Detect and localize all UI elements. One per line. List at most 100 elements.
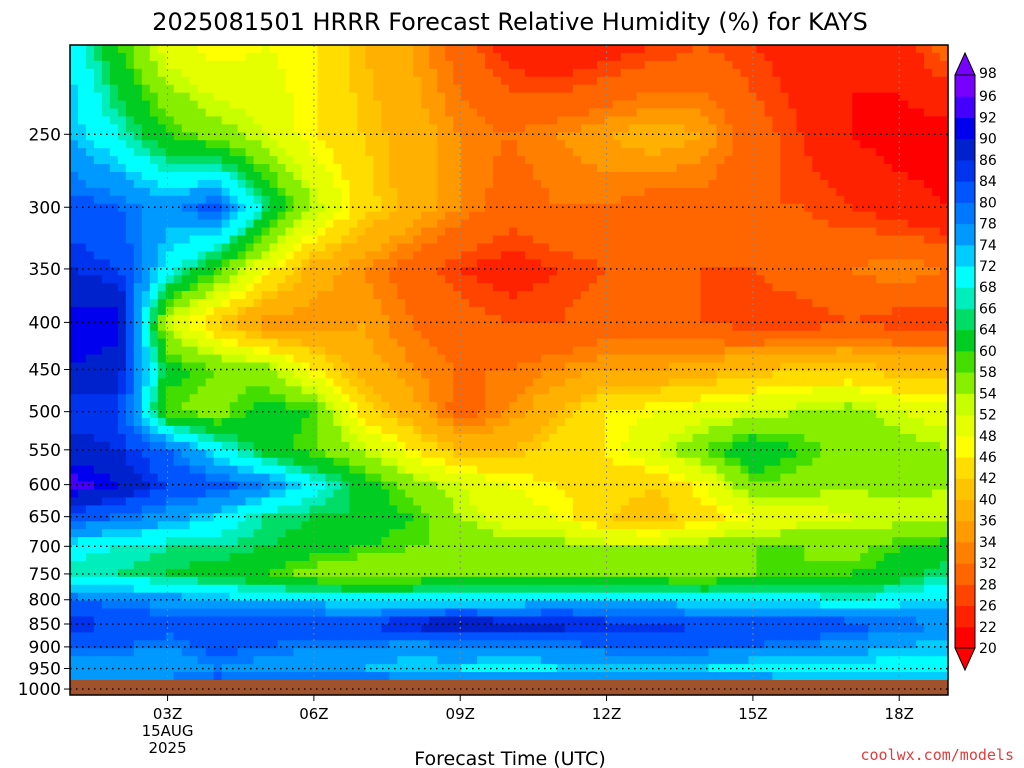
rh-cell: [924, 362, 933, 372]
rh-cell: [149, 124, 159, 133]
rh-cell: [932, 116, 941, 125]
rh-cell: [780, 140, 789, 149]
rh-cell: [900, 227, 909, 237]
rh-cell: [780, 211, 789, 221]
rh-cell: [588, 140, 598, 149]
rh-cell: [101, 52, 111, 62]
rh-cell: [493, 394, 502, 403]
rh-cell: [341, 211, 350, 221]
rh-cell: [357, 370, 366, 379]
rh-cell: [461, 124, 470, 133]
rh-cell: [772, 227, 781, 237]
rh-cell: [70, 227, 79, 237]
rh-cell: [908, 52, 917, 62]
rh-cell: [932, 267, 941, 276]
rh-cell: [293, 322, 303, 332]
rh-cell: [804, 211, 813, 221]
rh-cell: [932, 76, 941, 86]
rh-cell: [572, 76, 582, 86]
rh-cell: [333, 45, 342, 54]
rh-cell: [77, 243, 87, 252]
rh-cell: [828, 195, 837, 205]
rh-cell: [77, 140, 87, 149]
rh-cell: [924, 394, 933, 403]
rh-cell: [125, 322, 135, 332]
rh-cell: [740, 267, 750, 276]
rh-cell: [876, 84, 885, 94]
rh-cell: [836, 211, 845, 221]
rh-cell: [293, 394, 303, 403]
rh-cell: [333, 283, 342, 292]
rh-cell: [604, 275, 614, 284]
rh-cell: [317, 259, 327, 268]
rh-cell: [325, 68, 334, 78]
rh-cell: [804, 164, 813, 173]
rh-cell: [652, 195, 662, 205]
rh-cell: [844, 235, 853, 245]
rh-cell: [141, 52, 151, 62]
rh-cell: [524, 219, 534, 229]
rh-cell: [740, 60, 750, 70]
rh-cell: [245, 92, 255, 102]
rh-cell: [437, 227, 446, 237]
rh-cell: [612, 60, 622, 70]
rh-cell: [101, 402, 111, 411]
rh-cell: [429, 203, 438, 213]
rh-cell: [165, 172, 175, 181]
rh-cell: [437, 291, 446, 300]
rh-cell: [501, 124, 510, 133]
rh-cell: [644, 330, 654, 340]
rh-cell: [109, 394, 119, 403]
rh-cell: [700, 140, 710, 149]
rh-cell: [277, 386, 287, 395]
rh-cell: [684, 243, 694, 252]
rh-cell: [261, 362, 271, 372]
rh-cell: [317, 52, 327, 62]
rh-cell: [516, 140, 526, 149]
rh-cell: [932, 132, 941, 141]
rh-cell: [772, 60, 781, 70]
rh-cell: [133, 84, 143, 94]
rh-cell: [636, 156, 646, 165]
rh-cell: [780, 227, 789, 237]
rh-cell: [708, 148, 718, 157]
rh-cell: [596, 291, 606, 300]
rh-cell: [77, 306, 87, 316]
rh-cell: [413, 124, 422, 133]
rh-cell: [117, 299, 127, 308]
rh-cell: [333, 195, 342, 205]
rh-cell: [501, 172, 510, 181]
rh-cell: [509, 92, 518, 102]
rh-cell: [221, 322, 231, 332]
rh-cell: [453, 100, 462, 110]
rh-cell: [852, 84, 861, 94]
rh-cell: [213, 68, 223, 78]
rh-cell: [900, 187, 909, 197]
rh-cell: [740, 172, 750, 181]
rh-cell: [349, 354, 358, 364]
rh-cell: [644, 251, 654, 260]
rh-cell: [141, 394, 151, 403]
rh-cell: [261, 378, 271, 387]
rh-cell: [540, 346, 550, 356]
rh-cell: [437, 84, 446, 94]
rh-cell: [285, 211, 295, 221]
rh-cell: [876, 187, 885, 197]
rh-cell: [644, 219, 654, 229]
rh-cell: [301, 251, 311, 260]
rh-cell: [708, 330, 718, 340]
rh-cell: [189, 45, 199, 54]
rh-cell: [676, 100, 686, 110]
rh-cell: [652, 116, 662, 125]
rh-cell: [365, 402, 374, 411]
rh-cell: [117, 156, 127, 165]
rh-cell: [357, 259, 366, 268]
rh-cell: [213, 84, 223, 94]
rh-cell: [644, 243, 654, 252]
rh-cell: [493, 132, 502, 141]
rh-cell: [572, 314, 582, 324]
rh-cell: [804, 187, 813, 197]
rh-cell: [748, 172, 758, 181]
rh-cell: [437, 100, 446, 110]
rh-cell: [70, 116, 79, 125]
